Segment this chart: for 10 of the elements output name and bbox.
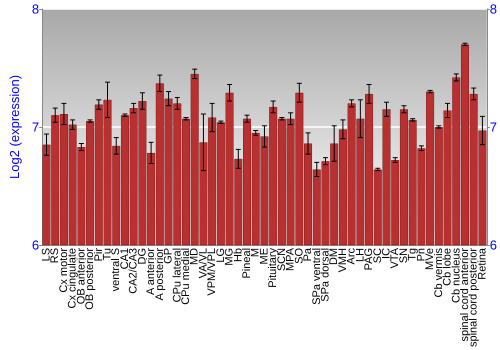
y-axis-title: Log2 (expression) — [7, 74, 22, 180]
x-tick-label: A posterior — [154, 248, 166, 301]
y-tick-label: 6 — [32, 237, 40, 252]
y-tick-label: 7 — [32, 119, 40, 134]
y2-tick-label: 6 — [490, 237, 498, 252]
y2-tick-label: 7 — [490, 119, 498, 134]
y-tick-label: 8 — [32, 2, 40, 16]
x-tick-label: Tg — [406, 248, 419, 261]
x-tick-label: OB posterior — [84, 248, 96, 310]
y2-tick-label: 8 — [490, 2, 498, 16]
